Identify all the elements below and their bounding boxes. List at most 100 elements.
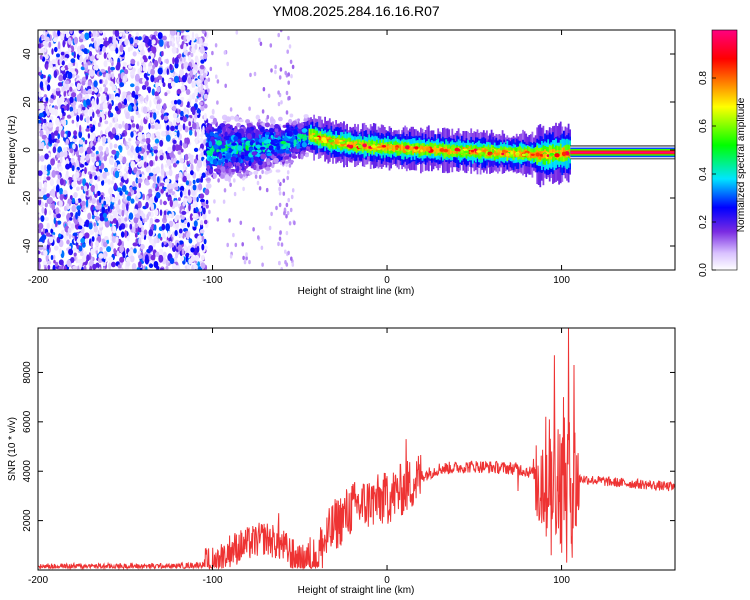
spectrogram-cell bbox=[177, 43, 181, 48]
spectrogram-cell bbox=[91, 98, 95, 106]
spectrogram-cell bbox=[140, 231, 145, 240]
spectrogram-cell bbox=[184, 125, 189, 133]
spectrogram-cell bbox=[39, 54, 43, 60]
spectrogram-cell bbox=[159, 209, 163, 216]
spectrogram-cell bbox=[182, 116, 187, 123]
spectrogram-cell bbox=[147, 87, 151, 94]
spectrogram-cell bbox=[259, 146, 266, 150]
spectrogram-cell bbox=[89, 265, 93, 270]
spectrogram-cell bbox=[186, 232, 190, 240]
spectrogram-cell bbox=[132, 186, 137, 191]
spectrogram-cell bbox=[46, 176, 51, 181]
spectrogram-cell bbox=[214, 43, 218, 48]
spectrogram-cell bbox=[185, 30, 190, 33]
chart-title: YM08.2025.284.16.16.R07 bbox=[272, 3, 440, 19]
spectrogram-cell bbox=[274, 64, 277, 70]
spectrogram-cell bbox=[117, 217, 122, 224]
spectrogram-cell bbox=[286, 175, 290, 181]
spectrogram-cell bbox=[150, 117, 154, 123]
spectrogram-cell bbox=[119, 245, 124, 253]
spectrogram-cell bbox=[423, 146, 425, 153]
spectrogram-cell bbox=[38, 257, 42, 263]
spectrogram-cell bbox=[160, 188, 164, 194]
spectrogram-cell bbox=[398, 144, 400, 151]
spectrogram-cell bbox=[104, 120, 109, 125]
spectrogram-cell bbox=[183, 142, 187, 149]
spectrogram-cell bbox=[179, 185, 185, 192]
spectrogram-cell bbox=[133, 248, 137, 254]
spectrogram-cell bbox=[200, 55, 204, 60]
spectrogram-cell bbox=[94, 64, 99, 71]
spectrogram-cell bbox=[152, 146, 158, 150]
spectrogram-cell bbox=[135, 140, 141, 145]
spectrogram-cell bbox=[41, 141, 45, 149]
spectrogram-cell bbox=[116, 250, 120, 257]
spectrogram-cell bbox=[287, 250, 290, 256]
spectrogram-cell bbox=[193, 158, 198, 164]
spectrogram-cell bbox=[124, 217, 128, 222]
spectrogram-cell bbox=[71, 181, 77, 188]
spectrogram-cell bbox=[171, 242, 175, 248]
spectrogram-cell bbox=[92, 111, 95, 119]
spectrogram-cell bbox=[233, 128, 238, 133]
spectrogram-cell bbox=[65, 163, 71, 170]
spectrogram-cell bbox=[233, 178, 236, 183]
spectrogram-cell bbox=[124, 38, 129, 46]
spectrogram-cell bbox=[46, 222, 50, 230]
spectrogram-cell bbox=[59, 187, 64, 196]
spectrogram-cell bbox=[61, 107, 65, 114]
spectrogram-cell bbox=[103, 155, 108, 162]
spectrogram-cell bbox=[77, 154, 81, 163]
spectrogram-cell bbox=[45, 54, 49, 60]
spectrogram-cell bbox=[211, 108, 215, 115]
spectrogram-cell bbox=[205, 183, 212, 189]
spectrogram-cell bbox=[132, 181, 136, 187]
spectrogram-cell bbox=[107, 205, 111, 212]
spectrogram-cell bbox=[121, 185, 127, 192]
spectrogram-cell bbox=[64, 65, 69, 71]
spectrogram-cell bbox=[136, 267, 141, 270]
spectrogram-cell bbox=[194, 131, 197, 137]
spectrogram-cell bbox=[259, 41, 263, 46]
spectrogram-cell bbox=[38, 125, 42, 130]
spectrogram-cell bbox=[288, 95, 291, 101]
spectrogram-cell bbox=[89, 51, 92, 57]
spectrogram-cell bbox=[134, 232, 138, 238]
spectrogram-cell bbox=[93, 80, 98, 88]
spectrogram-cell bbox=[95, 216, 100, 221]
spectrogram-cell bbox=[196, 108, 201, 114]
spectrogram-cell bbox=[156, 266, 160, 270]
spectrogram-cell bbox=[171, 46, 177, 54]
spectrogram-cell bbox=[265, 187, 269, 193]
spectrogram-cell bbox=[500, 150, 502, 157]
spectrogram-cell bbox=[83, 251, 88, 257]
spectrogram-cell bbox=[144, 256, 150, 265]
spectrogram-cell bbox=[177, 124, 183, 132]
spectrogram-cell bbox=[179, 57, 183, 62]
spectrogram-cell bbox=[208, 156, 213, 162]
spectrogram-cell bbox=[51, 203, 56, 211]
spectrogram-cell bbox=[129, 255, 135, 263]
spectrogram-cell bbox=[177, 151, 182, 155]
spectrogram-cell bbox=[147, 143, 151, 151]
spectrogram-cell bbox=[69, 148, 74, 154]
spectrogram-cell bbox=[190, 157, 194, 164]
spectrogram-cell bbox=[296, 145, 300, 150]
spectrogram-cell bbox=[88, 108, 93, 116]
spectrogram-cell bbox=[152, 46, 157, 54]
spectrogram-cell bbox=[79, 30, 85, 33]
spectrogram-cell bbox=[44, 208, 47, 216]
spectrogram-cell bbox=[65, 138, 70, 145]
spectrogram-cell bbox=[172, 144, 176, 152]
spectrogram-cell bbox=[157, 152, 161, 157]
spectrogram-cell bbox=[200, 59, 205, 64]
spectrogram-cell bbox=[77, 217, 83, 223]
spectrogram-cell bbox=[198, 37, 203, 45]
spectrogram-cell bbox=[263, 140, 269, 144]
spectrogram-cell bbox=[200, 219, 204, 226]
spectrogram-cell bbox=[198, 101, 204, 106]
spectrogram-cell bbox=[151, 88, 155, 96]
spectrogram-cell bbox=[189, 71, 194, 76]
spectrogram-cell bbox=[217, 129, 222, 134]
spectrogram-cell bbox=[185, 180, 190, 186]
